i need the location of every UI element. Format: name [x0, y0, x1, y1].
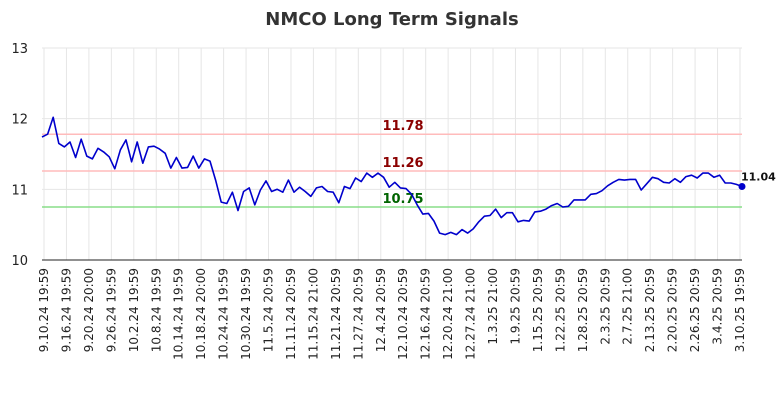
- x-tick-label: 11.11.24 20:59: [284, 268, 298, 360]
- series: 11.04: [41, 116, 776, 236]
- x-tick-label: 12.16.24 20:59: [419, 268, 433, 360]
- x-tick-label: 10.18.24 20:00: [194, 268, 208, 360]
- x-tick-label: 1.3.25 21:00: [486, 268, 500, 345]
- x-tick-label: 2.13.25 20:59: [643, 268, 657, 352]
- x-tick-label: 11.15.24 21:00: [306, 268, 320, 360]
- x-tick-label: 12.27.24 21:00: [464, 268, 478, 360]
- x-tick-label: 12.20.24 21:00: [441, 268, 455, 360]
- last-value-label: 11.04: [741, 171, 776, 184]
- level-label-middle: 11.26: [382, 156, 423, 171]
- x-tick-label: 1.9.25 20:59: [508, 268, 522, 345]
- x-tick-label: 9.16.24 19:59: [59, 268, 73, 352]
- chart-title: NMCO Long Term Signals: [265, 9, 518, 30]
- x-tick-label: 12.10.24 20:59: [396, 268, 410, 360]
- x-tick-label: 12.4.24 20:59: [374, 268, 388, 352]
- x-tick-label: 2.26.25 20:59: [688, 268, 702, 352]
- y-axis-ticks: 10 11 12 13: [11, 42, 28, 269]
- signal-levels: 11.78 11.26 10.75: [42, 119, 742, 208]
- y-tick-label: 13: [11, 42, 28, 57]
- x-tick-label: 10.8.24 19:59: [149, 268, 163, 352]
- x-tick-label: 1.28.25 20:59: [576, 268, 590, 352]
- x-tick-label: 11.27.24 20:59: [351, 268, 365, 360]
- y-tick-label: 12: [11, 113, 28, 128]
- x-tick-label: 1.22.25 20:59: [553, 268, 567, 352]
- x-tick-label: 2.3.25 20:59: [598, 268, 612, 345]
- x-tick-label: 9.26.24 19:59: [104, 268, 118, 352]
- x-tick-label: 9.20.24 20:00: [82, 268, 96, 352]
- grid: [42, 47, 742, 261]
- level-label-upper: 11.78: [382, 119, 423, 134]
- y-tick-label: 11: [11, 183, 28, 198]
- last-point-marker: [738, 183, 746, 191]
- x-tick-label: 9.10.24 19:59: [37, 268, 51, 352]
- x-tick-label: 3.4.25 20:59: [711, 268, 725, 345]
- x-tick-label: 11.21.24 20:59: [329, 268, 343, 360]
- y-tick-label: 10: [11, 254, 28, 269]
- price-line: [41, 116, 743, 236]
- x-tick-label: 3.10.25 19:59: [733, 268, 747, 352]
- level-label-lower: 10.75: [382, 192, 423, 207]
- x-tick-label: 10.24.24 19:59: [217, 268, 231, 360]
- x-tick-label: 11.5.24 20:59: [262, 268, 276, 352]
- x-tick-label: 10.30.24 19:59: [239, 268, 253, 360]
- x-tick-label: 10.14.24 19:59: [172, 268, 186, 360]
- x-tick-label: 10.2.24 19:59: [127, 268, 141, 352]
- x-tick-label: 2.20.25 20:59: [666, 268, 680, 352]
- x-axis-ticks: 9.10.24 19:59 9.16.24 19:59 9.20.24 20:00 9…: [37, 268, 747, 360]
- x-tick-label: 2.7.25 21:00: [621, 268, 635, 345]
- x-tick-label: 1.15.25 20:59: [531, 268, 545, 352]
